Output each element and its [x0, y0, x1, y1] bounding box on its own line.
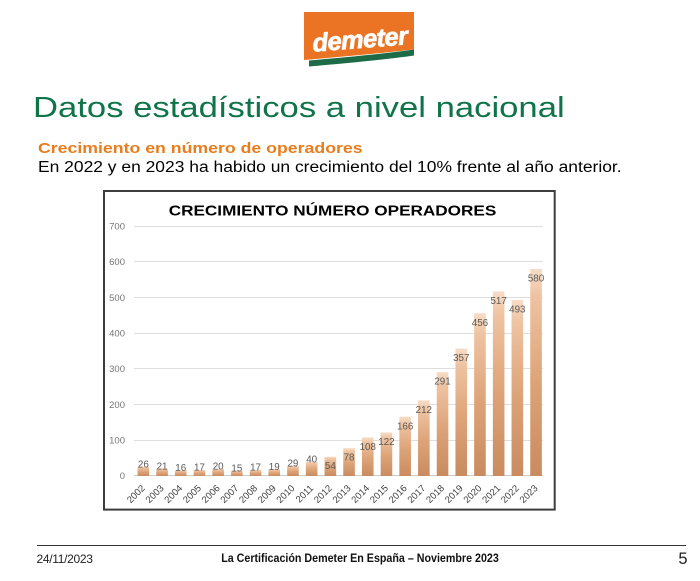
svg-text:108: 108: [360, 442, 377, 453]
svg-text:493: 493: [509, 305, 526, 316]
svg-text:15: 15: [231, 463, 242, 474]
svg-text:0: 0: [120, 471, 125, 482]
svg-text:166: 166: [397, 421, 414, 432]
svg-text:19: 19: [269, 462, 280, 473]
svg-text:500: 500: [109, 293, 125, 304]
svg-text:40: 40: [306, 455, 317, 466]
svg-text:20: 20: [213, 462, 224, 473]
svg-text:517: 517: [490, 296, 506, 307]
svg-text:demeter: demeter: [311, 22, 411, 58]
svg-text:291: 291: [434, 377, 450, 388]
svg-text:400: 400: [109, 328, 125, 339]
svg-text:29: 29: [287, 458, 298, 469]
svg-text:CRECIMIENTO NÚMERO OPERADORES: CRECIMIENTO NÚMERO OPERADORES: [169, 202, 497, 219]
svg-text:122: 122: [378, 437, 394, 448]
svg-text:17: 17: [194, 463, 205, 474]
svg-text:21: 21: [157, 461, 168, 472]
svg-text:300: 300: [109, 364, 125, 375]
svg-text:17: 17: [250, 463, 261, 474]
svg-text:200: 200: [109, 400, 125, 411]
svg-text:600: 600: [109, 257, 125, 268]
svg-text:212: 212: [416, 405, 432, 416]
svg-text:54: 54: [325, 461, 336, 472]
svg-text:357: 357: [453, 353, 469, 364]
svg-text:580: 580: [528, 274, 545, 285]
svg-text:100: 100: [109, 436, 125, 447]
svg-text:26: 26: [138, 460, 149, 471]
svg-text:16: 16: [175, 463, 186, 474]
svg-text:456: 456: [472, 318, 489, 329]
svg-text:700: 700: [109, 221, 125, 232]
svg-text:78: 78: [344, 453, 355, 464]
